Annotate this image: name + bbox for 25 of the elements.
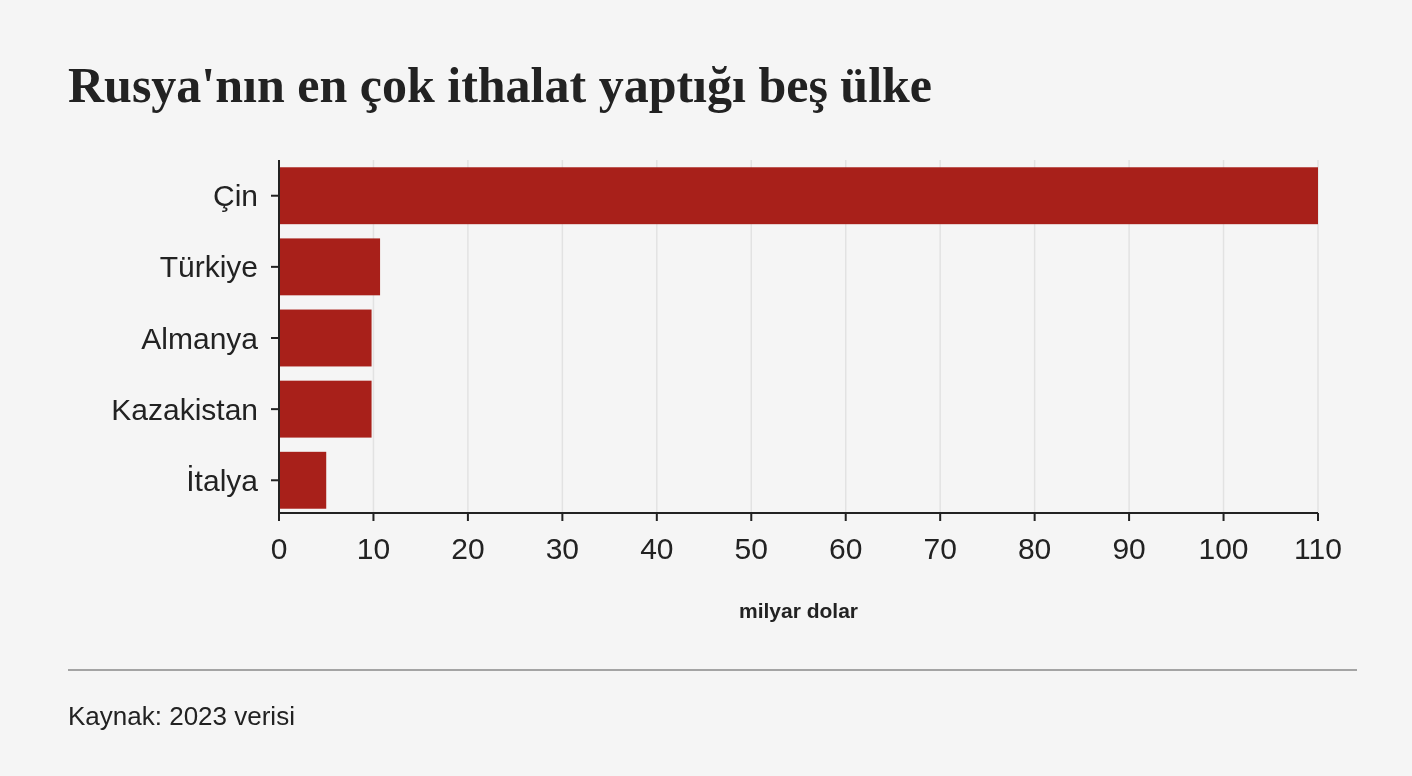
x-tick-label: 70 bbox=[923, 532, 957, 565]
x-tick-label: 0 bbox=[270, 532, 288, 565]
y-tick-label: Çin bbox=[212, 179, 258, 213]
x-tick-label: 20 bbox=[451, 532, 485, 565]
x-tick-label: 80 bbox=[1017, 532, 1052, 565]
x-tick-label: 90 bbox=[1112, 532, 1146, 565]
chart-title: Rusya'nın en çok ithalat yaptığı beş ülke bbox=[68, 57, 933, 113]
y-tick-label: Almanya bbox=[141, 321, 259, 355]
x-axis-title: milyar dolar bbox=[738, 599, 859, 622]
text: Kaynak: 2023 verisi bbox=[68, 701, 295, 731]
x-tick-label: 40 bbox=[640, 532, 674, 565]
x-tick-label: 50 bbox=[734, 532, 768, 565]
bar bbox=[279, 309, 372, 367]
x-tick-label: 100 bbox=[1198, 532, 1249, 565]
y-tick-label: Türkiye bbox=[159, 250, 258, 284]
x-tick-label: 60 bbox=[829, 532, 863, 565]
bar bbox=[279, 451, 327, 509]
x-tick-label: 110 bbox=[1294, 532, 1342, 565]
bar bbox=[279, 167, 1318, 225]
y-tick-label: İtalya bbox=[186, 463, 259, 497]
x-tick-label: 30 bbox=[545, 532, 580, 565]
x-tick-label: 10 bbox=[356, 532, 391, 565]
bar bbox=[279, 238, 381, 296]
y-tick-label: Kazakistan bbox=[111, 392, 258, 426]
bar bbox=[279, 380, 372, 438]
